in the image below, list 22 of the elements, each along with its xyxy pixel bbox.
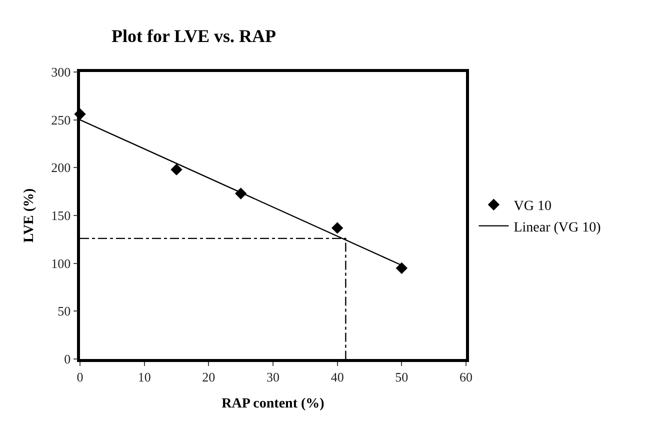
y-tick-label: 50 <box>58 304 71 319</box>
x-tick-label: 20 <box>202 369 216 384</box>
x-tick-label: 40 <box>330 369 344 384</box>
x-tick-label: 0 <box>76 369 84 384</box>
y-tick-label: 250 <box>51 112 71 128</box>
x-tick-label: 50 <box>395 369 408 384</box>
x-axis-title: RAP content (%) <box>222 396 325 412</box>
y-axis-title: LVE (%) <box>22 188 37 243</box>
y-tick-label: 100 <box>51 256 71 271</box>
y-tick-label: 200 <box>51 160 71 176</box>
chart-title: Plot for LVE vs. RAP <box>112 26 276 46</box>
point <box>331 222 344 234</box>
legend-label: VG 10 <box>514 199 552 214</box>
x-tick-label: 60 <box>460 369 472 384</box>
y-tick-label: 0 <box>64 352 71 367</box>
point <box>396 262 408 274</box>
legend-label: Linear (VG 10) <box>514 220 602 236</box>
x-tick-label: 10 <box>138 369 151 384</box>
y-tick-label: 150 <box>51 208 71 224</box>
point <box>170 164 182 176</box>
y-tick-label: 300 <box>51 64 71 80</box>
x-tick-label: 30 <box>266 369 280 384</box>
